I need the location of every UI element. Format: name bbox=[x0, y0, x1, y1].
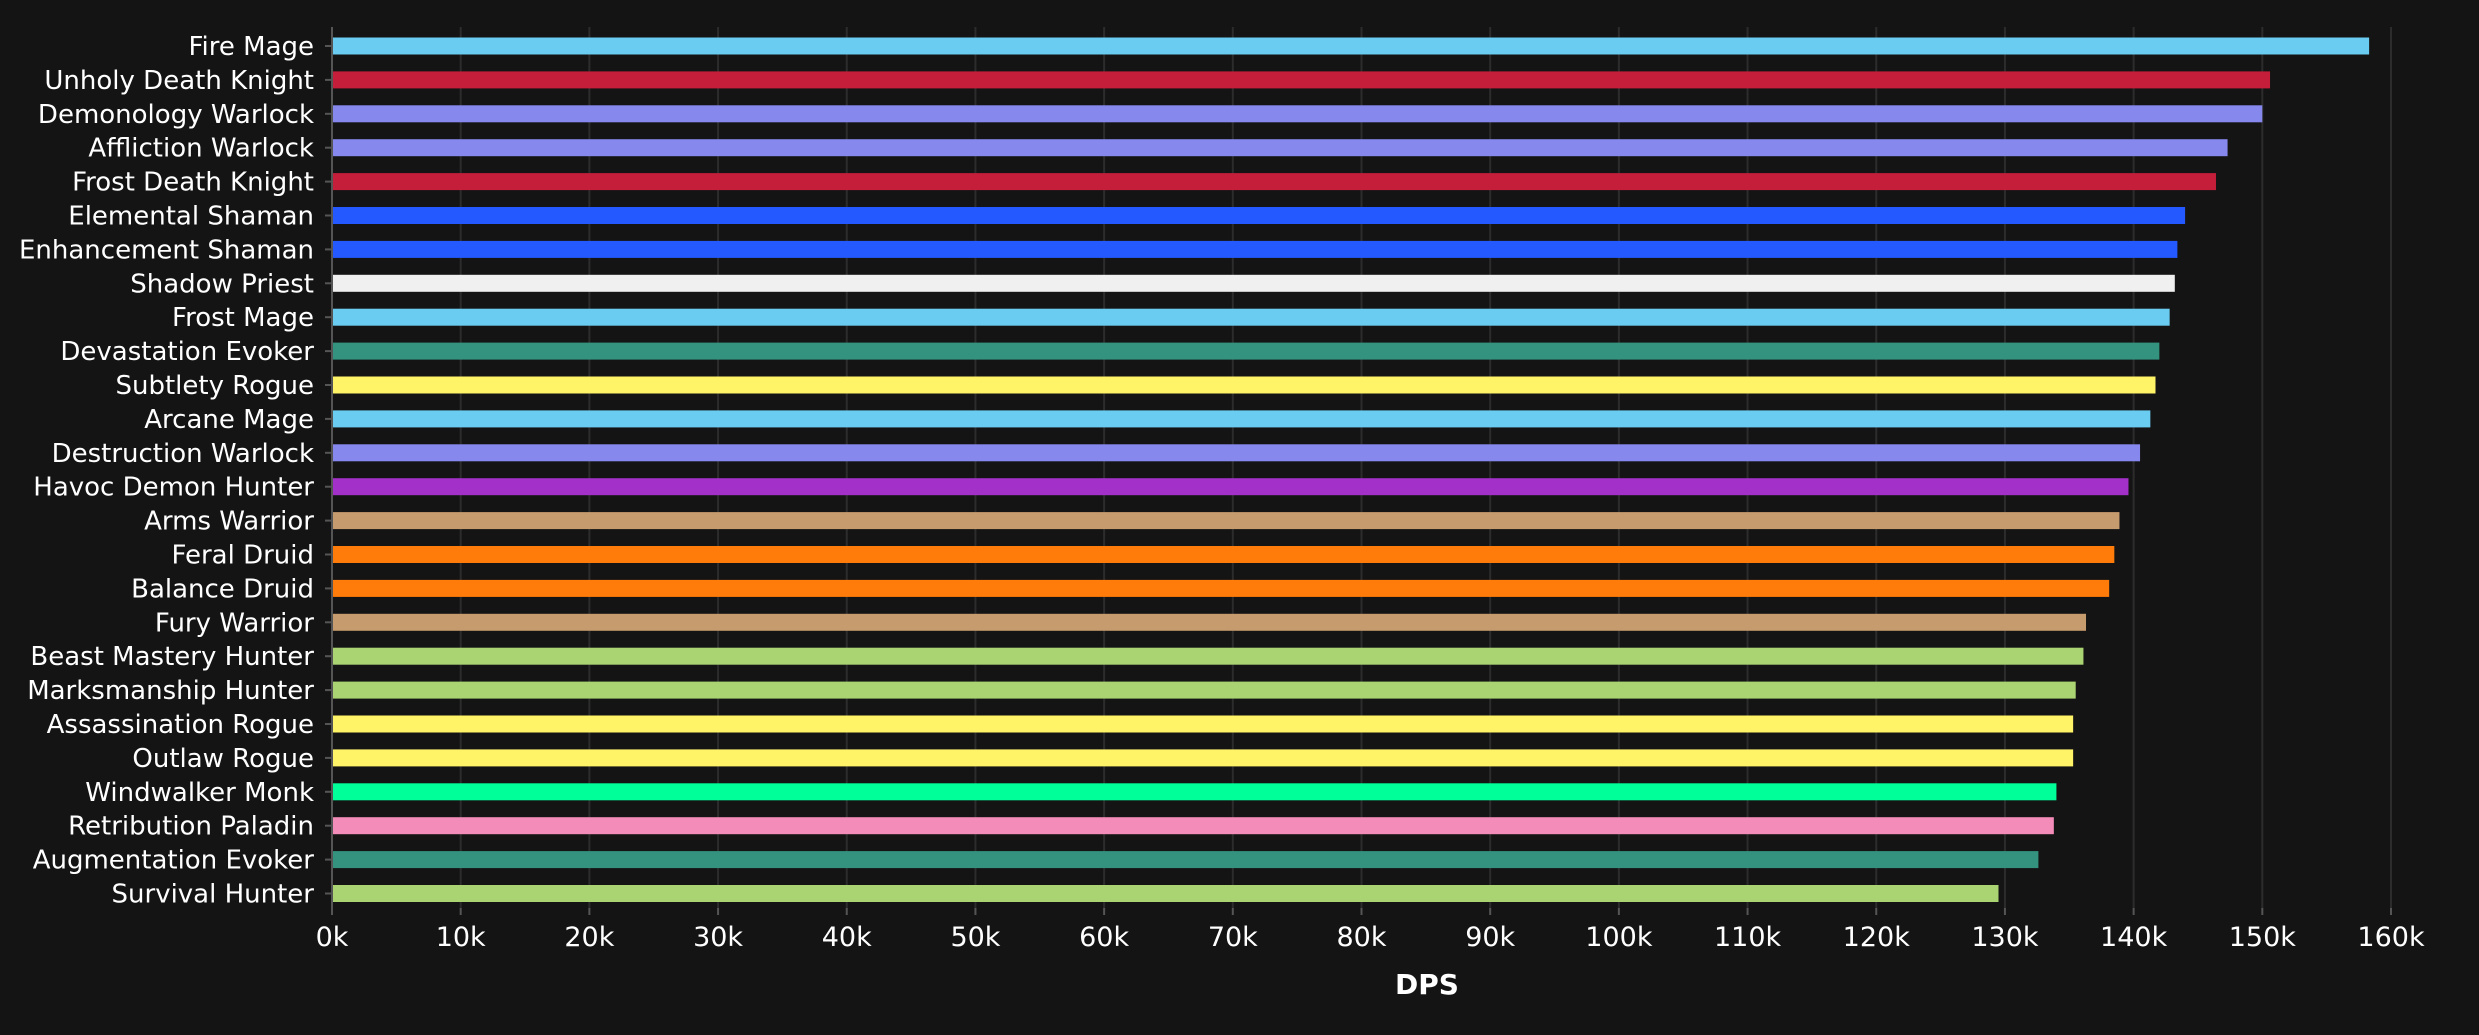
category-label: Affliction Warlock bbox=[88, 134, 314, 164]
category-label: Unholy Death Knight bbox=[44, 66, 314, 96]
x-tick-label: 100k bbox=[1585, 922, 1653, 953]
bar-layer bbox=[332, 37, 2370, 902]
category-label: Fury Warrior bbox=[155, 608, 314, 638]
bar-elemental-shaman bbox=[332, 207, 2186, 224]
category-label: Arms Warrior bbox=[144, 507, 314, 537]
bar-arms-warrior bbox=[332, 512, 2120, 530]
bar-unholy-death-knight bbox=[332, 71, 2271, 89]
x-tick-label: 160k bbox=[2357, 922, 2425, 953]
bar-shadow-priest bbox=[332, 274, 2175, 292]
x-tick-label: 70k bbox=[1208, 922, 1258, 953]
category-label: Shadow Priest bbox=[130, 269, 314, 299]
category-label: Havoc Demon Hunter bbox=[33, 473, 314, 503]
x-tick-label: 140k bbox=[2100, 922, 2168, 953]
bar-windwalker-monk bbox=[332, 783, 2057, 801]
x-tick-label: 10k bbox=[436, 922, 486, 953]
category-label: Windwalker Monk bbox=[85, 778, 314, 808]
category-label: Frost Mage bbox=[172, 303, 314, 333]
x-tick-label: 120k bbox=[1843, 922, 1911, 953]
label-layer: Fire Mage Unholy Death Knight Demonology W… bbox=[19, 32, 314, 910]
bar-feral-druid bbox=[332, 546, 2115, 563]
category-label: Elemental Shaman bbox=[68, 202, 314, 232]
category-label: Frost Death Knight bbox=[72, 168, 314, 198]
category-label: Outlaw Rogue bbox=[132, 744, 314, 774]
bar-destruction-warlock bbox=[332, 444, 2141, 462]
bar-frost-death-knight bbox=[332, 173, 2216, 191]
bar-survival-hunter bbox=[332, 885, 1999, 902]
x-tick-label: 30k bbox=[693, 922, 743, 953]
category-label: Retribution Paladin bbox=[68, 812, 314, 842]
category-label: Survival Hunter bbox=[112, 880, 315, 910]
x-tick-label: 50k bbox=[950, 922, 1000, 953]
bar-enhancement-shaman bbox=[332, 240, 2178, 258]
category-label: Fire Mage bbox=[188, 32, 314, 62]
x-axis-title: DPS bbox=[1395, 968, 1459, 1001]
category-label: Balance Druid bbox=[131, 574, 314, 604]
x-tick-label: 110k bbox=[1714, 922, 1782, 953]
bar-subtlety-rogue bbox=[332, 376, 2156, 394]
x-tick-label: 40k bbox=[822, 922, 872, 953]
category-label: Augmentation Evoker bbox=[33, 846, 315, 876]
x-tick-label: 20k bbox=[564, 922, 614, 953]
category-label: Demonology Warlock bbox=[38, 100, 314, 130]
category-label: Beast Mastery Hunter bbox=[30, 642, 314, 672]
bar-affliction-warlock bbox=[332, 139, 2228, 157]
bar-assassination-rogue bbox=[332, 715, 2074, 733]
x-tick-label: 0k bbox=[316, 922, 349, 953]
grid-layer bbox=[459, 27, 2392, 908]
category-label: Feral Druid bbox=[171, 541, 314, 571]
bar-fire-mage bbox=[332, 37, 2370, 55]
bar-demonology-warlock bbox=[332, 105, 2263, 123]
bar-balance-druid bbox=[332, 579, 2110, 597]
category-label: Assassination Rogue bbox=[47, 710, 314, 740]
bar-frost-mage bbox=[332, 308, 2170, 326]
x-tick-label: 130k bbox=[1971, 922, 2039, 953]
bar-augmentation-evoker bbox=[332, 851, 2039, 869]
category-label: Arcane Mage bbox=[144, 405, 314, 435]
bar-fury-warrior bbox=[332, 613, 2087, 631]
bar-havoc-demon-hunter bbox=[332, 478, 2129, 496]
bar-marksmanship-hunter bbox=[332, 681, 2076, 699]
category-label: Destruction Warlock bbox=[52, 439, 314, 469]
axis-layer: 0k 10k 20k 30k 40k 50k 60k 70k 80k 90k 100k 110k 120… bbox=[316, 27, 2425, 953]
category-label: Devastation Evoker bbox=[60, 337, 314, 367]
bar-arcane-mage bbox=[332, 410, 2151, 428]
bar-beast-mastery-hunter bbox=[332, 647, 2084, 665]
x-tick-label: 60k bbox=[1079, 922, 1129, 953]
bar-outlaw-rogue bbox=[332, 749, 2074, 767]
category-label: Enhancement Shaman bbox=[19, 235, 314, 265]
category-label: Marksmanship Hunter bbox=[27, 676, 314, 706]
bar-retribution-paladin bbox=[332, 817, 2054, 835]
category-label: Subtlety Rogue bbox=[115, 371, 314, 401]
x-tick-label: 150k bbox=[2229, 922, 2297, 953]
bar-devastation-evoker bbox=[332, 342, 2160, 360]
x-tick-label: 90k bbox=[1465, 922, 1515, 953]
x-tick-label: 80k bbox=[1337, 922, 1387, 953]
